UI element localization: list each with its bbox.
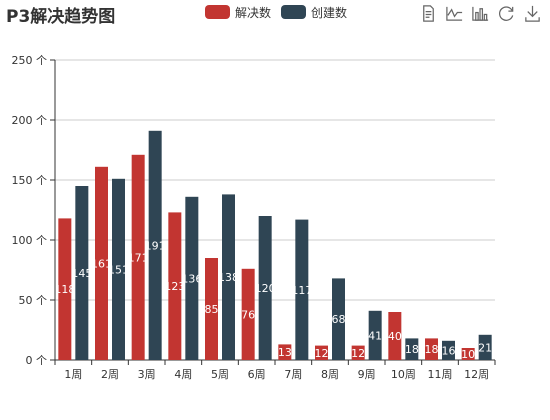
data-label: 13 — [278, 346, 292, 359]
data-label: 118 — [54, 283, 75, 296]
bar-created — [295, 219, 309, 360]
data-label: 16 — [442, 344, 456, 357]
data-label: 145 — [71, 267, 92, 280]
x-tick-label: 3周 — [138, 368, 156, 381]
toolbox — [412, 4, 542, 23]
x-tick-label: 9周 — [358, 368, 376, 381]
data-label: 21 — [478, 341, 492, 354]
line-chart-icon[interactable] — [445, 4, 464, 23]
legend-label-created: 创建数 — [311, 5, 348, 20]
bar-created — [148, 130, 162, 360]
y-tick-label: 0 个 — [26, 354, 48, 367]
data-view-icon[interactable] — [419, 4, 438, 23]
x-tick-label: 8周 — [321, 368, 339, 381]
x-tick-label: 6周 — [248, 368, 266, 381]
bar-created — [185, 196, 199, 360]
data-label: 18 — [425, 343, 439, 356]
bar-created — [405, 338, 419, 360]
x-tick-label: 2周 — [101, 368, 119, 381]
x-tick-label: 11周 — [428, 368, 453, 381]
bar-resolved — [168, 212, 182, 360]
data-label: 12 — [351, 347, 365, 360]
legend-item-resolved[interactable]: 解决数 — [205, 4, 271, 21]
x-tick-label: 1周 — [64, 368, 82, 381]
bar-resolved — [278, 344, 292, 360]
y-tick-label: 50 个 — [19, 294, 48, 307]
x-tick-label: 4周 — [174, 368, 192, 381]
restore-icon[interactable] — [497, 4, 516, 23]
data-label: 85 — [205, 303, 219, 316]
legend-swatch-resolved — [205, 5, 230, 19]
bar-created — [478, 334, 492, 360]
bar-resolved — [388, 312, 402, 360]
data-label: 136 — [181, 272, 202, 285]
y-tick-label: 200 个 — [12, 114, 48, 127]
bar-created — [112, 178, 125, 360]
data-label: 161 — [91, 257, 112, 270]
bar-created — [258, 216, 272, 360]
y-tick-label: 250 个 — [12, 54, 48, 67]
data-label: 171 — [128, 251, 149, 264]
bar-resolved — [131, 154, 145, 360]
data-label: 191 — [145, 239, 166, 252]
data-label: 41 — [368, 329, 382, 342]
data-label: 40 — [388, 330, 402, 343]
data-label: 120 — [255, 282, 276, 295]
legend-swatch-created — [281, 5, 307, 19]
bar-created — [368, 310, 382, 360]
data-label: 68 — [332, 313, 346, 326]
bar-resolved — [425, 338, 438, 360]
data-label: 138 — [218, 271, 239, 284]
legend-item-created[interactable]: 创建数 — [281, 4, 347, 21]
data-label: 12 — [315, 347, 329, 360]
bar-chart-icon[interactable] — [471, 4, 490, 23]
x-tick-label: 7周 — [284, 368, 302, 381]
data-label: 18 — [405, 343, 419, 356]
bar-resolved — [241, 268, 255, 360]
data-label: 76 — [241, 308, 255, 321]
legend: 解决数 创建数 — [205, 4, 357, 20]
bar-resolved — [461, 348, 475, 360]
bar-created — [442, 340, 455, 360]
y-tick-label: 150 个 — [12, 174, 48, 187]
bar-created — [222, 194, 235, 360]
y-tick-label: 100 个 — [12, 234, 48, 247]
x-tick-label: 12周 — [464, 368, 489, 381]
bar-created — [75, 186, 89, 360]
x-tick-label: 5周 — [211, 368, 229, 381]
data-label: 117 — [291, 284, 312, 297]
x-tick-label: 10周 — [391, 368, 416, 381]
bar-resolved — [95, 166, 108, 360]
bar-resolved — [315, 345, 328, 360]
data-label: 123 — [164, 280, 185, 293]
data-label: 10 — [461, 348, 475, 361]
download-icon[interactable] — [523, 4, 542, 23]
data-label: 151 — [108, 263, 129, 276]
bar-resolved — [58, 218, 72, 360]
legend-label-resolved: 解决数 — [235, 5, 272, 20]
bar-resolved — [351, 345, 365, 360]
bar-created — [332, 278, 345, 360]
chart-title: P3解决趋势图 — [6, 7, 116, 27]
bar-resolved — [205, 258, 218, 360]
